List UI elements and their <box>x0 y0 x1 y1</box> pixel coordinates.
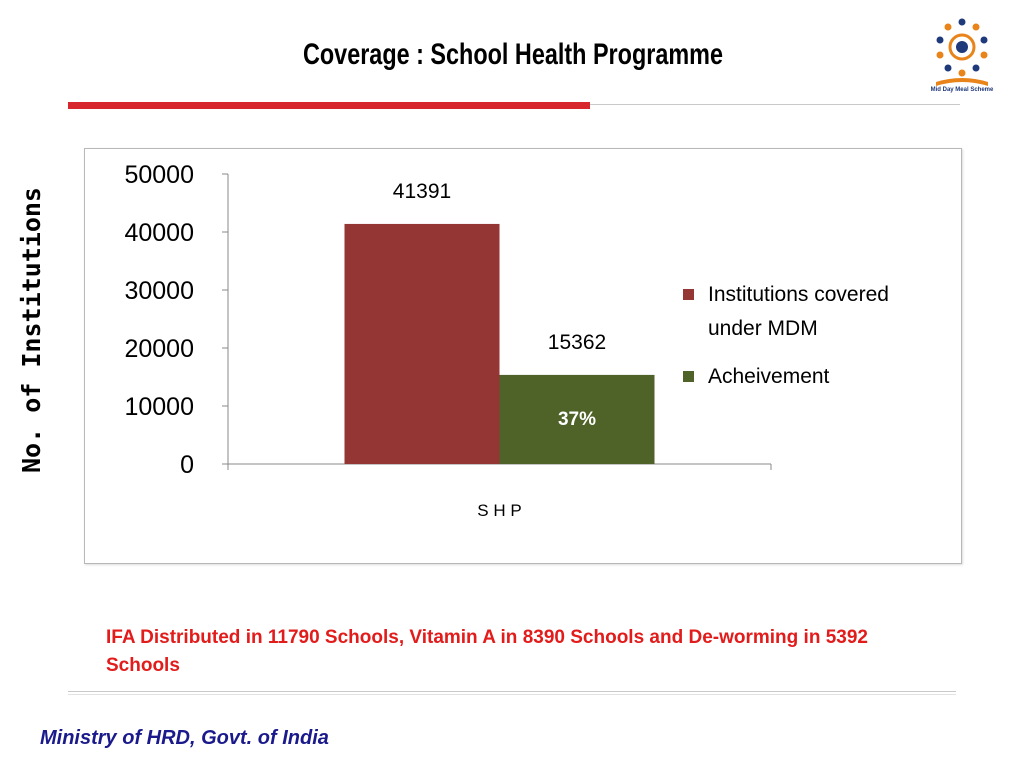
bar-achievement <box>499 374 655 464</box>
logo-book <box>936 78 988 86</box>
y-tick-label: 30000 <box>124 277 194 305</box>
x-category-label: S H P <box>477 501 521 520</box>
note-text: IFA Distributed in 11790 Schools, Vitami… <box>106 627 868 676</box>
y-axis-title: No. of Institutions <box>17 187 46 473</box>
legend-swatch-institutions-covered <box>683 289 694 300</box>
title-rule <box>590 104 960 105</box>
title-underline <box>68 102 590 109</box>
bar-data-label: 41391 <box>393 180 451 203</box>
legend-swatch-achievement <box>683 371 694 382</box>
slide-title: Coverage : School Health Programme <box>302 38 724 71</box>
y-tick-label: 10000 <box>124 393 194 421</box>
footer-rule-secondary <box>68 694 956 695</box>
y-tick-label: 50000 <box>124 161 194 189</box>
mid-day-meal-logo <box>936 18 988 86</box>
legend-label-achievement: Acheivement <box>708 365 830 388</box>
logo-caption: Mid Day Meal Scheme <box>930 87 994 93</box>
legend-label-institutions-covered: Institutions covered under MDM <box>708 283 889 340</box>
bar-percentage-label: 37% <box>558 409 596 430</box>
bar-chart: 0 10000 20000 30000 40000 50000 41391 15362 37% S… <box>124 161 889 520</box>
y-tick-label: 0 <box>180 451 194 479</box>
y-tick-label: 20000 <box>124 335 194 363</box>
chart-frame: 0 10000 20000 30000 40000 50000 41391 15362 37% S… <box>84 148 962 564</box>
bar-data-label: 15362 <box>548 331 606 354</box>
footer-rule <box>68 691 956 692</box>
footer-text: Ministry of HRD, Govt. of India <box>40 727 329 749</box>
y-tick-label: 40000 <box>124 219 194 247</box>
bar-institutions-covered <box>344 223 500 464</box>
logo-figures <box>936 18 988 77</box>
